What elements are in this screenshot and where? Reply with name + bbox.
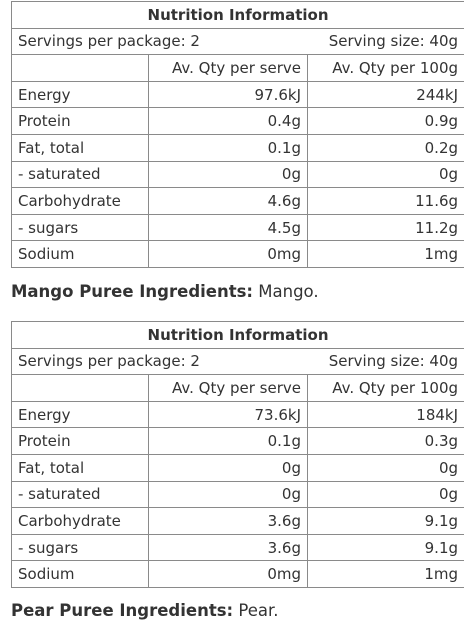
servings-per-package: Servings per package: 2 xyxy=(18,32,200,51)
serving-row: Servings per package: 2 Serving size: 40… xyxy=(10,347,464,376)
table-row: Energy 73.6kJ 184kJ xyxy=(11,400,464,429)
per-serve-value: 4.5g xyxy=(148,213,308,242)
per-serve-value: 0g xyxy=(148,160,308,189)
column-header-row: Av. Qty per serve Av. Qty per 100g xyxy=(11,374,464,402)
per-100g-value: 0g xyxy=(306,453,464,482)
table-row: Protein 0.1g 0.3g xyxy=(11,427,464,455)
per-100g-value: 1mg xyxy=(306,240,464,268)
table-row: Protein 0.4g 0.9g xyxy=(11,107,464,135)
serving-size: Serving size: 40g xyxy=(328,32,459,51)
row-label: - sugars xyxy=(11,213,149,242)
title-row: Nutrition Information xyxy=(10,321,464,349)
row-label: Fat, total xyxy=(11,133,149,162)
nutrition-table: Nutrition Information Servings per packa… xyxy=(10,321,464,588)
per-serve-value: 0g xyxy=(148,480,308,509)
ingredients-label: Pear Puree Ingredients: xyxy=(11,601,234,620)
table-row: - saturated 0g 0g xyxy=(11,480,464,509)
table-row: Energy 97.6kJ 244kJ xyxy=(11,80,464,109)
per-100g-value: 0.9g xyxy=(306,107,464,135)
per-serve-value: 73.6kJ xyxy=(148,400,308,429)
table-row: - sugars 3.6g 9.1g xyxy=(11,533,464,562)
table-row: Carbohydrate 3.6g 9.1g xyxy=(11,507,464,535)
per-100g-value: 244kJ xyxy=(306,80,464,109)
row-label: Carbohydrate xyxy=(11,187,149,215)
ingredients-pear: Pear Puree Ingredients: Pear. xyxy=(11,601,279,620)
per-serve-value: 0.4g xyxy=(148,107,308,135)
per-100g-value: 0g xyxy=(306,160,464,189)
row-label: Fat, total xyxy=(11,453,149,482)
per-serve-value: 0g xyxy=(148,453,308,482)
serving-size: Serving size: 40g xyxy=(328,352,459,371)
per-serve-value: 3.6g xyxy=(148,533,308,562)
column-header-per-100g: Av. Qty per 100g xyxy=(306,374,464,402)
row-label: Energy xyxy=(11,400,149,429)
per-serve-value: 0.1g xyxy=(148,133,308,162)
row-label: Sodium xyxy=(11,240,149,268)
ingredients-value: Mango. xyxy=(253,282,319,301)
row-label: - saturated xyxy=(11,480,149,509)
table-row: Sodium 0mg 1mg xyxy=(11,240,464,268)
row-label: Energy xyxy=(11,80,149,109)
per-serve-value: 0.1g xyxy=(148,427,308,455)
row-label: Protein xyxy=(11,107,149,135)
ingredients-mango: Mango Puree Ingredients: Mango. xyxy=(11,282,319,301)
per-100g-value: 1mg xyxy=(306,560,464,588)
table-row: - sugars 4.5g 11.2g xyxy=(11,213,464,242)
table-row: Sodium 0mg 1mg xyxy=(11,560,464,588)
per-serve-value: 97.6kJ xyxy=(148,80,308,109)
nutrition-table: Nutrition Information Servings per packa… xyxy=(10,1,464,268)
column-header-per-serve: Av. Qty per serve xyxy=(148,374,308,402)
per-serve-value: 3.6g xyxy=(148,507,308,535)
row-label: Protein xyxy=(11,427,149,455)
row-label: - saturated xyxy=(11,160,149,189)
nutrition-panel-pear: Nutrition Information Servings per packa… xyxy=(10,321,464,588)
table-row: Carbohydrate 4.6g 11.6g xyxy=(11,187,464,215)
per-100g-value: 9.1g xyxy=(306,533,464,562)
servings-per-package: Servings per package: 2 xyxy=(18,352,200,371)
table-row: Fat, total 0.1g 0.2g xyxy=(11,133,464,162)
column-header-row: Av. Qty per serve Av. Qty per 100g xyxy=(11,54,464,82)
ingredients-value: Pear. xyxy=(233,601,279,620)
per-100g-value: 0.2g xyxy=(306,133,464,162)
row-label: Sodium xyxy=(11,560,149,588)
title-row: Nutrition Information xyxy=(10,1,464,29)
per-100g-value: 184kJ xyxy=(306,400,464,429)
serving-row: Servings per package: 2 Serving size: 40… xyxy=(10,27,464,56)
per-serve-value: 0mg xyxy=(148,560,308,588)
per-serve-value: 4.6g xyxy=(148,187,308,215)
per-100g-value: 0.3g xyxy=(306,427,464,455)
per-100g-value: 0g xyxy=(306,480,464,509)
per-100g-value: 11.2g xyxy=(306,213,464,242)
column-header-per-100g: Av. Qty per 100g xyxy=(306,54,464,82)
table-row: Fat, total 0g 0g xyxy=(11,453,464,482)
column-header-per-serve: Av. Qty per serve xyxy=(148,54,308,82)
ingredients-label: Mango Puree Ingredients: xyxy=(11,282,254,301)
per-100g-value: 11.6g xyxy=(306,187,464,215)
row-label: - sugars xyxy=(11,533,149,562)
row-label: Carbohydrate xyxy=(11,507,149,535)
table-row: - saturated 0g 0g xyxy=(11,160,464,189)
table-title: Nutrition Information xyxy=(10,321,464,349)
per-100g-value: 9.1g xyxy=(306,507,464,535)
per-serve-value: 0mg xyxy=(148,240,308,268)
table-title: Nutrition Information xyxy=(10,1,464,29)
nutrition-panel-mango: Nutrition Information Servings per packa… xyxy=(10,1,464,268)
